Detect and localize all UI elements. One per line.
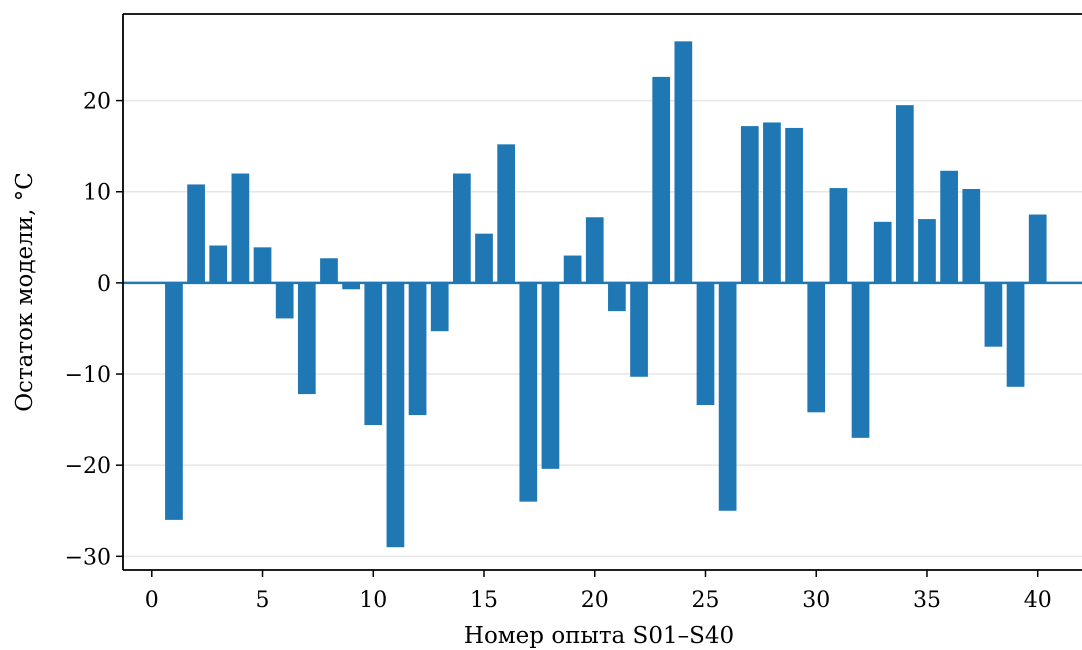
bar xyxy=(829,188,848,283)
y-tick-label: 10 xyxy=(83,181,111,206)
bar xyxy=(187,184,205,283)
x-tick-label: 40 xyxy=(1024,588,1052,613)
bar xyxy=(763,122,781,283)
y-tick-label: −10 xyxy=(65,363,111,388)
bar xyxy=(364,282,383,426)
y-tick-label: 0 xyxy=(97,272,111,297)
x-tick-label: 25 xyxy=(691,588,719,613)
y-tick-label: 20 xyxy=(83,90,111,115)
bar xyxy=(851,282,870,438)
bar xyxy=(165,282,183,520)
bar xyxy=(895,105,914,283)
bars xyxy=(165,41,1047,548)
bar xyxy=(209,245,228,283)
bar xyxy=(231,173,250,283)
x-axis-label: Номер опыта S01–S40 xyxy=(464,623,734,649)
bar xyxy=(630,282,648,377)
bar xyxy=(497,144,516,283)
bar xyxy=(652,76,671,283)
bar xyxy=(297,282,316,395)
y-ticks: −30 −20 −10 0 10 20 xyxy=(65,90,123,570)
x-tick-label: 35 xyxy=(913,588,941,613)
bar xyxy=(541,282,560,469)
x-tick-label: 10 xyxy=(359,588,387,613)
bar xyxy=(674,41,693,283)
y-tick-label: −30 xyxy=(65,545,111,570)
x-tick-label: 20 xyxy=(581,588,609,613)
bar xyxy=(585,217,604,283)
bar xyxy=(962,189,981,283)
axes xyxy=(122,13,1082,571)
bar xyxy=(475,233,493,283)
grid-lines xyxy=(123,99,1082,558)
bar xyxy=(386,282,405,548)
bar xyxy=(1006,282,1025,387)
bar xyxy=(740,126,759,283)
x-tick-label: 15 xyxy=(470,588,498,613)
bar xyxy=(807,282,826,413)
bar xyxy=(940,170,958,283)
bar xyxy=(785,127,803,283)
bar xyxy=(342,282,360,290)
bar xyxy=(320,258,338,283)
y-axis-label: Остаток модели, °C xyxy=(12,172,38,412)
bar xyxy=(519,282,538,502)
bar xyxy=(563,255,582,283)
x-tick-label: 30 xyxy=(802,588,830,613)
bar xyxy=(253,247,272,283)
bar xyxy=(696,282,715,406)
bar xyxy=(408,282,427,416)
x-tick-label: 5 xyxy=(256,588,270,613)
bar xyxy=(918,219,936,283)
bar xyxy=(873,221,892,283)
bar xyxy=(275,282,294,319)
bar xyxy=(984,282,1003,347)
bar xyxy=(1028,214,1047,283)
bar xyxy=(430,282,449,332)
x-tick-label: 0 xyxy=(145,588,159,613)
bar xyxy=(608,282,626,312)
bar xyxy=(453,173,471,283)
y-tick-label: −20 xyxy=(65,454,111,479)
x-ticks: 0 5 10 15 20 25 30 35 40 xyxy=(145,570,1052,613)
bar xyxy=(718,282,737,511)
